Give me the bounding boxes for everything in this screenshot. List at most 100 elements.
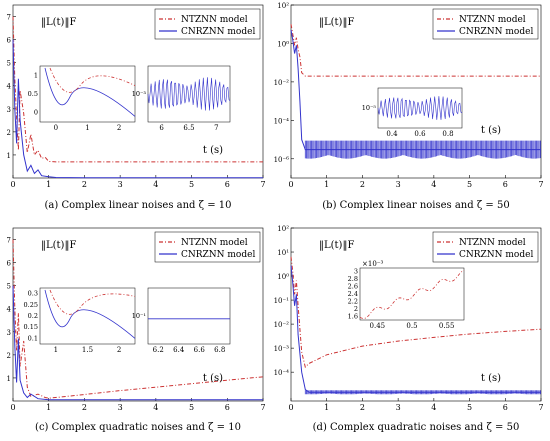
inset-y-tick-label: 10⁻³ <box>132 90 147 98</box>
inset-oscillation <box>377 96 463 120</box>
inset-x-tick-label: 6.5 <box>183 124 194 132</box>
x-tick-label: 0 <box>288 403 293 412</box>
y-tick-label: 4 <box>7 306 12 314</box>
y-tick-label: 3 <box>7 106 11 114</box>
inset-y-tick-label: 0.1 <box>28 334 38 342</box>
series-line-cnrznn <box>12 285 263 401</box>
x-tick-label: 0 <box>288 180 293 189</box>
y-tick-label: 10⁻⁴ <box>274 369 290 377</box>
inset-y-tick-label: 0 <box>34 109 38 117</box>
y-tick-label: 5 <box>7 60 11 68</box>
inset-y-tick-label: 0.3 <box>28 290 38 298</box>
y-tick-label: 10⁻⁶ <box>274 156 290 164</box>
x-tick-label: 1 <box>46 403 51 412</box>
inset-frame <box>359 267 465 321</box>
inset-0: 0 1 2 0 0.5 1 <box>28 65 136 132</box>
inset-x-tick-label: 6.6 <box>194 346 206 354</box>
x-tick-label: 4 <box>153 403 158 412</box>
series-line-ntznn <box>12 239 264 399</box>
inset-0: 1 1.5 2 0.1 0.15 0.2 0.25 0.3 <box>24 287 136 354</box>
y-tick-label: 7 <box>7 14 11 22</box>
inset-1: 6 6.5 7 10⁻³ <box>132 65 231 132</box>
x-axis-label: t (s) <box>481 373 501 384</box>
series-line-cnrznn <box>12 39 263 179</box>
x-tick-label: 3 <box>118 403 123 412</box>
x-tick-label: 6 <box>225 403 230 412</box>
inset-y-tick-label: 2.8 <box>348 275 358 283</box>
y-axis-label: ‖L(t)‖F <box>41 17 76 28</box>
series-line-ntznn <box>12 16 263 163</box>
y-tick-label: 10⁻⁴ <box>274 117 290 125</box>
inset-x-tick-label: 2 <box>117 124 121 132</box>
x-tick-label: 3 <box>396 180 401 189</box>
x-tick-label: 3 <box>396 403 401 412</box>
cnrznn-noise-band <box>304 140 541 159</box>
inset-y-tick-label: 0.5 <box>28 90 38 98</box>
y-tick-label: 1 <box>7 375 11 383</box>
x-tick-label: 4 <box>431 403 436 412</box>
legend-box <box>154 231 261 263</box>
x-tick-label: 3 <box>118 180 123 189</box>
y-tick-label: 5 <box>7 283 11 291</box>
inset-frame <box>147 287 231 345</box>
inset-y-tick-label: 3 <box>354 268 358 276</box>
legend-label-ntznn: NTZNN model <box>181 15 248 25</box>
legend-box <box>432 231 539 263</box>
chart-panel-a: 0 1 2 3 4 5 6 7 1 2 3 4 5 6 7 ‖L(t)‖F t (s) NTZNN model CN… <box>7 4 266 211</box>
y-tick-label: 10² <box>277 225 289 233</box>
x-tick-label: 7 <box>260 403 265 412</box>
legend-label-ntznn: NTZNN model <box>459 15 526 25</box>
chart-caption: (a) Complex linear noises and ζ = 10 <box>45 200 232 211</box>
x-tick-label: 7 <box>538 180 543 189</box>
x-tick-label: 1 <box>324 403 329 412</box>
y-axis-label: ‖L(t)‖F <box>319 17 354 28</box>
y-tick-label: 2 <box>7 352 11 360</box>
inset-x-tick-label: 6 <box>159 124 164 132</box>
inset-x-tick-label: 6.8 <box>214 346 225 354</box>
chart-caption: (b) Complex linear noises and ζ = 50 <box>322 200 509 211</box>
legend-label-cnrznn: CNRZNN model <box>459 27 533 37</box>
y-tick-label: 10⁻² <box>274 79 290 87</box>
inset-x-tick-label: 1 <box>54 346 58 354</box>
inset-cnrznn-curve <box>44 289 136 339</box>
series-line-ntznn <box>290 24 541 77</box>
x-tick-label: 6 <box>503 180 508 189</box>
inset-ntznn-curve <box>49 67 136 93</box>
series-line-ntznn <box>290 256 542 369</box>
x-tick-label: 5 <box>467 403 472 412</box>
x-axis-label: t (s) <box>481 125 501 136</box>
y-tick-label: 4 <box>7 83 12 91</box>
inset-x-tick-label: 1 <box>85 124 89 132</box>
y-axis-label: ‖L(t)‖F <box>319 240 354 251</box>
y-tick-label: 10¹ <box>277 249 289 257</box>
y-tick-label: 10⁻³ <box>274 345 290 353</box>
x-tick-label: 6 <box>225 180 230 189</box>
inset-x-tick-label: 0.55 <box>439 322 455 330</box>
inset-x-tick-label: 0.6 <box>414 130 426 138</box>
chart-caption: (c) Complex quadratic noises and ζ = 10 <box>35 422 241 433</box>
inset-y-tick-label: 1 <box>34 71 38 79</box>
inset-x-tick-label: 1.5 <box>82 346 93 354</box>
x-tick-label: 5 <box>189 180 194 189</box>
inset-x-tick-label: 0 <box>54 124 58 132</box>
legend-label-cnrznn: CNRZNN model <box>181 250 255 260</box>
inset-x-tick-label: 0.45 <box>370 322 386 330</box>
y-tick-label: 10⁻¹ <box>274 297 290 305</box>
inset-y-exponent: ×10⁻³ <box>362 260 383 268</box>
x-tick-label: 1 <box>46 180 51 189</box>
x-tick-label: 5 <box>189 403 194 412</box>
inset-frame <box>39 287 136 345</box>
chart-panel-d: 0 1 2 3 4 5 6 7 10⁻⁴ 10⁻³ 10⁻² 10⁻¹ 10⁰ 10¹ 10² ‖L(t)‖F… <box>274 225 544 433</box>
inset-y-tick-label: 10⁻¹ <box>132 312 147 320</box>
inset-0: 0.4 0.6 0.8 10⁻⁵ <box>362 87 463 138</box>
inset-y-tick-label: 10⁻⁵ <box>362 104 377 112</box>
chart-panel-c: 0 1 2 3 4 5 6 7 1 2 3 4 5 6 7 ‖L(t)‖F t (s) NTZNN model CN… <box>7 227 266 433</box>
legend-box <box>154 8 261 40</box>
y-tick-label: 10⁰ <box>277 273 289 281</box>
chart-caption: (d) Complex quadratic noises and ζ = 50 <box>313 422 520 433</box>
inset-x-tick-label: 6.2 <box>153 346 164 354</box>
y-tick-label: 6 <box>7 260 12 268</box>
x-tick-label: 0 <box>10 180 15 189</box>
inset-ntznn-curve <box>49 289 136 315</box>
